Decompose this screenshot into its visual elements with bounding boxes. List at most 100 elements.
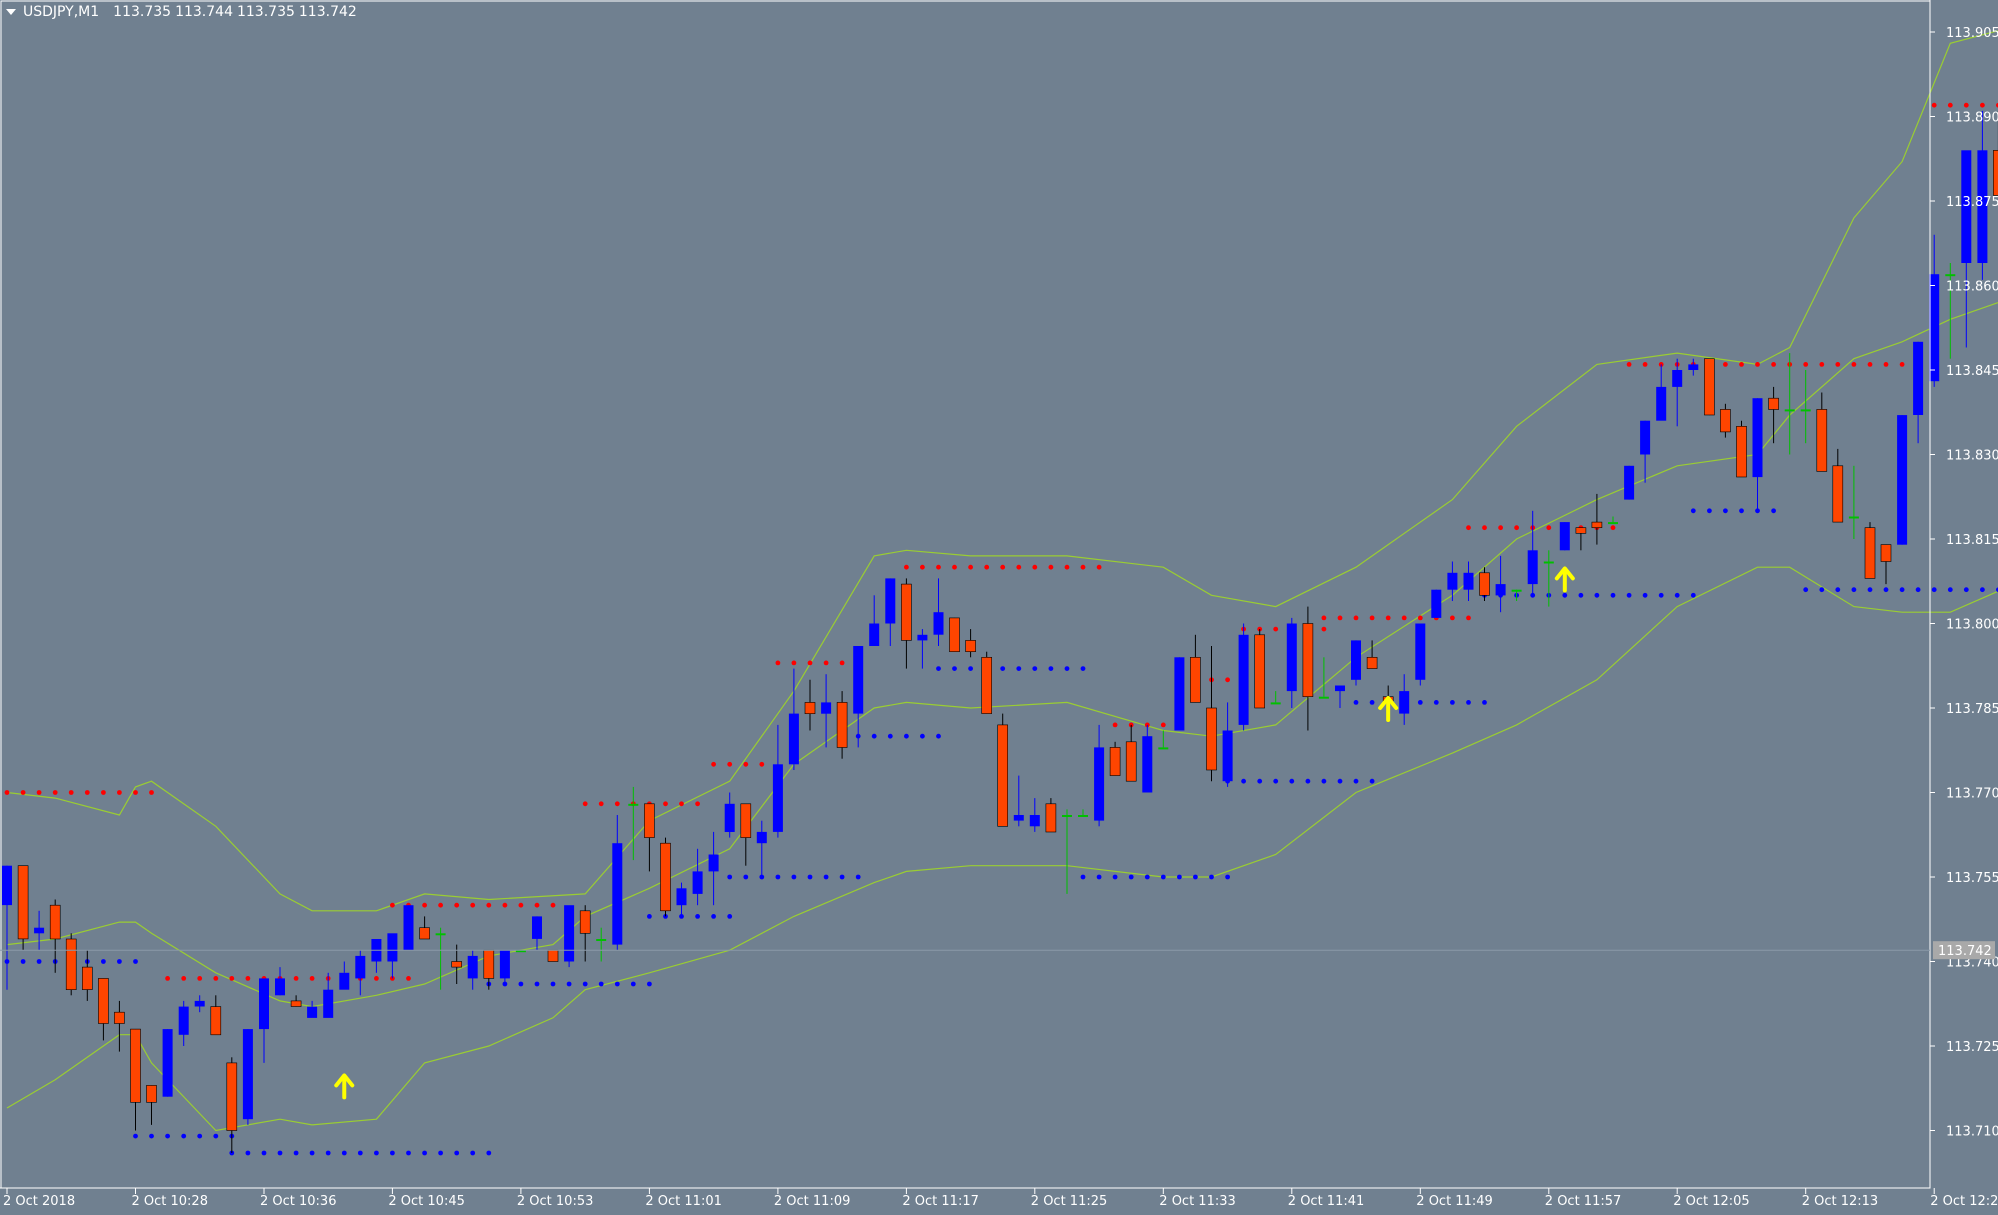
- candle[interactable]: [210, 995, 222, 1036]
- candle[interactable]: [1206, 646, 1217, 782]
- candle[interactable]: [1993, 110, 1998, 196]
- candle[interactable]: [242, 1029, 253, 1125]
- candle[interactable]: [1832, 448, 1844, 523]
- candle[interactable]: [499, 950, 510, 984]
- candle[interactable]: [1736, 420, 1747, 478]
- candle[interactable]: [1784, 353, 1795, 455]
- candle[interactable]: [17, 865, 29, 951]
- candle[interactable]: [1897, 415, 1908, 545]
- candle[interactable]: [1286, 617, 1297, 708]
- candle[interactable]: [901, 578, 912, 669]
- candle[interactable]: [194, 995, 205, 1013]
- candle[interactable]: [1142, 724, 1153, 793]
- candle[interactable]: [483, 949, 495, 990]
- candle[interactable]: [1768, 386, 1779, 444]
- candle[interactable]: [1880, 544, 1892, 585]
- symbol-header[interactable]: USDJPY,M1 113.735 113.744 113.735 113.74…: [6, 4, 357, 20]
- candle[interactable]: [579, 905, 591, 962]
- candle[interactable]: [162, 1029, 173, 1097]
- candle[interactable]: [1335, 685, 1345, 709]
- candlesticks[interactable]: [2, 105, 1998, 1153]
- candle[interactable]: [1302, 606, 1314, 731]
- candle[interactable]: [1800, 370, 1811, 444]
- candle[interactable]: [708, 831, 719, 906]
- candle[interactable]: [178, 1000, 189, 1046]
- candle[interactable]: [403, 905, 414, 951]
- candle[interactable]: [1559, 522, 1570, 551]
- candle[interactable]: [98, 978, 109, 1041]
- candle[interactable]: [1109, 741, 1121, 776]
- candle[interactable]: [34, 910, 45, 951]
- candle[interactable]: [1575, 527, 1587, 551]
- candle[interactable]: [1222, 702, 1233, 787]
- candle[interactable]: [290, 995, 302, 1007]
- candle[interactable]: [1913, 341, 1924, 444]
- time-axis[interactable]: 2 Oct 2018 2 Oct 10:28 2 Oct 10:36 2 Oct 10…: [0, 1187, 1998, 1209]
- candle[interactable]: [226, 1057, 238, 1153]
- candle[interactable]: [419, 916, 430, 940]
- candle[interactable]: [676, 882, 687, 917]
- candle[interactable]: [1045, 798, 1057, 833]
- candle[interactable]: [724, 792, 735, 838]
- candle[interactable]: [1125, 724, 1137, 782]
- candle[interactable]: [1977, 110, 1988, 280]
- candle[interactable]: [692, 848, 703, 906]
- candle[interactable]: [1415, 623, 1426, 686]
- candle[interactable]: [1672, 358, 1683, 427]
- candle[interactable]: [917, 629, 928, 669]
- candle[interactable]: [772, 724, 783, 838]
- candle[interactable]: [981, 651, 993, 714]
- candle[interactable]: [146, 1085, 157, 1125]
- candle[interactable]: [1704, 358, 1715, 416]
- candle[interactable]: [515, 950, 526, 953]
- candle[interactable]: [1013, 775, 1024, 827]
- candle[interactable]: [1816, 392, 1828, 472]
- candle[interactable]: [1720, 403, 1731, 438]
- candle[interactable]: [1608, 516, 1618, 525]
- candle[interactable]: [114, 1000, 125, 1052]
- candle[interactable]: [259, 978, 269, 1063]
- candle[interactable]: [1158, 730, 1169, 750]
- candle[interactable]: [355, 950, 366, 996]
- candle[interactable]: [1078, 809, 1088, 817]
- candle[interactable]: [836, 691, 848, 759]
- candle[interactable]: [788, 668, 799, 770]
- candle[interactable]: [564, 905, 575, 968]
- candle[interactable]: [2, 865, 12, 990]
- candle[interactable]: [853, 646, 864, 748]
- candle[interactable]: [532, 916, 542, 951]
- candle[interactable]: [1366, 640, 1378, 669]
- candle[interactable]: [1318, 657, 1329, 699]
- price-axis[interactable]: 113.905 113.890 113.875 113.860 113.845 113.8…: [0, 0, 1998, 1188]
- candle[interactable]: [1431, 589, 1442, 618]
- candle[interactable]: [1752, 398, 1763, 511]
- candle[interactable]: [82, 950, 93, 1001]
- candle[interactable]: [1174, 657, 1185, 731]
- candle[interactable]: [323, 972, 334, 1018]
- candle[interactable]: [275, 967, 285, 996]
- candle[interactable]: [1254, 629, 1265, 709]
- candle[interactable]: [1399, 674, 1410, 725]
- candle[interactable]: [1062, 809, 1072, 894]
- candle[interactable]: [756, 820, 767, 877]
- candle[interactable]: [1094, 724, 1105, 827]
- candle[interactable]: [1238, 623, 1249, 731]
- candle[interactable]: [307, 1000, 318, 1018]
- candle[interactable]: [1527, 510, 1538, 596]
- candle[interactable]: [965, 629, 976, 658]
- candle[interactable]: [1029, 798, 1040, 832]
- candle[interactable]: [1543, 550, 1554, 607]
- candle[interactable]: [1511, 589, 1522, 601]
- candle[interactable]: [1945, 263, 1956, 359]
- candle[interactable]: [1351, 640, 1361, 686]
- candle[interactable]: [1929, 234, 1940, 387]
- chevron-down-icon[interactable]: [6, 9, 16, 15]
- candle[interactable]: [467, 950, 478, 990]
- candle[interactable]: [821, 674, 832, 748]
- candle[interactable]: [130, 1028, 141, 1131]
- candle[interactable]: [339, 961, 350, 990]
- candle[interactable]: [1495, 555, 1506, 613]
- candle[interactable]: [1447, 561, 1458, 602]
- candle[interactable]: [1463, 561, 1474, 602]
- candle[interactable]: [1961, 150, 1972, 348]
